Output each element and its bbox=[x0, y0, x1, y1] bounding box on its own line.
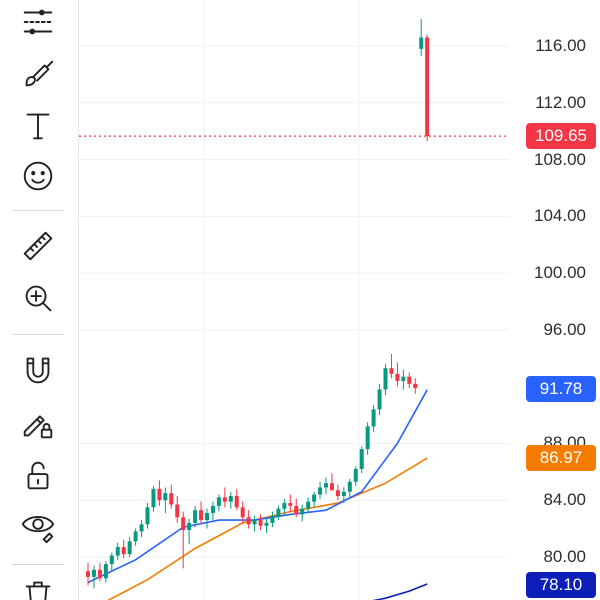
candle-body bbox=[169, 493, 174, 505]
candle-body bbox=[193, 510, 198, 523]
magnet-tool-icon[interactable] bbox=[14, 348, 62, 392]
ma-fast-line bbox=[87, 389, 428, 584]
ma-fast-badge: 91.78 bbox=[526, 376, 596, 402]
candle-body bbox=[228, 495, 233, 502]
candle-body bbox=[401, 376, 406, 381]
candle-body bbox=[312, 494, 317, 502]
zoom-in-tool-icon[interactable] bbox=[14, 276, 62, 320]
candle-body bbox=[318, 487, 323, 495]
price-tick-label: 84.00 bbox=[543, 490, 586, 509]
candle-body bbox=[139, 524, 144, 532]
ma-long-line bbox=[372, 583, 428, 600]
pattern-tool-icon[interactable] bbox=[14, 0, 62, 44]
candle-body bbox=[115, 547, 120, 556]
candle-body bbox=[103, 564, 108, 579]
candle-body bbox=[324, 483, 328, 488]
candle-body bbox=[109, 555, 114, 565]
candle-body bbox=[157, 488, 162, 501]
toolbar-divider bbox=[12, 564, 64, 565]
candle-body bbox=[282, 503, 287, 509]
emoji-tool-icon[interactable] bbox=[14, 154, 62, 198]
candle-body bbox=[151, 488, 156, 508]
price-tick-label: 80.00 bbox=[543, 547, 586, 566]
candle-body bbox=[359, 449, 364, 469]
candle-body bbox=[133, 531, 138, 542]
candle-body bbox=[91, 569, 96, 577]
chart-area[interactable]: 116.00 112.00 108.00 104.00 100.00 96.00… bbox=[79, 0, 600, 600]
candle-body bbox=[121, 547, 126, 555]
candle-body bbox=[246, 517, 251, 525]
candle-body bbox=[181, 517, 186, 531]
candle-body bbox=[306, 501, 311, 509]
candle-body bbox=[329, 483, 334, 491]
ma-slow-line bbox=[107, 457, 428, 600]
candle-body bbox=[395, 373, 400, 381]
price-tick-label: 96.00 bbox=[543, 320, 586, 339]
drawing-toolbar bbox=[0, 0, 79, 600]
candle-body bbox=[199, 510, 204, 521]
candle-body bbox=[353, 468, 358, 482]
candle-body bbox=[389, 368, 394, 374]
price-tick-label: 112.00 bbox=[535, 93, 586, 112]
candle-body bbox=[97, 569, 102, 579]
candle-body bbox=[413, 383, 418, 389]
candle-body bbox=[240, 507, 245, 518]
lock-drawing-tool-icon[interactable] bbox=[14, 402, 62, 446]
candle-body bbox=[341, 491, 346, 496]
candle-body bbox=[264, 522, 269, 526]
candle-body bbox=[222, 497, 227, 502]
candle-body bbox=[276, 508, 281, 516]
ma-long-badge: 78.10 bbox=[526, 572, 596, 598]
candle-body bbox=[86, 571, 90, 577]
candle-body bbox=[145, 507, 150, 525]
candle-body bbox=[252, 520, 257, 525]
candle-body bbox=[300, 508, 305, 515]
ma-slow-badge: 86.97 bbox=[526, 445, 596, 471]
price-tick-label: 104.00 bbox=[534, 206, 586, 225]
candle-body bbox=[163, 493, 168, 501]
candle-body bbox=[419, 37, 424, 49]
price-axis[interactable]: 116.00 112.00 108.00 104.00 100.00 96.00… bbox=[510, 0, 600, 600]
candle-body bbox=[425, 37, 430, 137]
text-tool-icon[interactable] bbox=[14, 104, 62, 148]
candle-body bbox=[371, 409, 376, 427]
toolbar-divider bbox=[12, 334, 64, 335]
eye-hide-tool-icon[interactable] bbox=[14, 504, 62, 548]
candle-body bbox=[377, 389, 382, 410]
candle-body bbox=[383, 368, 388, 390]
candle-body bbox=[365, 426, 370, 450]
candle-body bbox=[127, 541, 132, 555]
last-price-badge: 109.65 bbox=[526, 123, 596, 149]
price-chart[interactable] bbox=[79, 0, 600, 600]
brush-tool-icon[interactable] bbox=[14, 52, 62, 96]
candle-body bbox=[347, 481, 352, 492]
candle-body bbox=[335, 490, 340, 496]
ruler-tool-icon[interactable] bbox=[14, 224, 62, 268]
trash-tool-icon[interactable] bbox=[14, 572, 62, 600]
candle-body bbox=[288, 503, 293, 506]
candle-body bbox=[175, 504, 180, 518]
candle-body bbox=[187, 522, 192, 531]
price-tick-label: 116.00 bbox=[535, 36, 586, 55]
candle-body bbox=[407, 376, 412, 384]
price-tick-label: 108.00 bbox=[534, 150, 586, 169]
toolbar-divider bbox=[12, 210, 64, 211]
candle-body bbox=[216, 497, 221, 506]
candle-body bbox=[294, 505, 299, 515]
price-tick-label: 100.00 bbox=[534, 263, 586, 282]
candle-body bbox=[258, 520, 263, 526]
candle-body bbox=[234, 495, 239, 508]
candle-body bbox=[270, 515, 275, 523]
candle-body bbox=[210, 505, 215, 513]
unlock-tool-icon[interactable] bbox=[14, 454, 62, 498]
candle-body bbox=[205, 512, 209, 521]
